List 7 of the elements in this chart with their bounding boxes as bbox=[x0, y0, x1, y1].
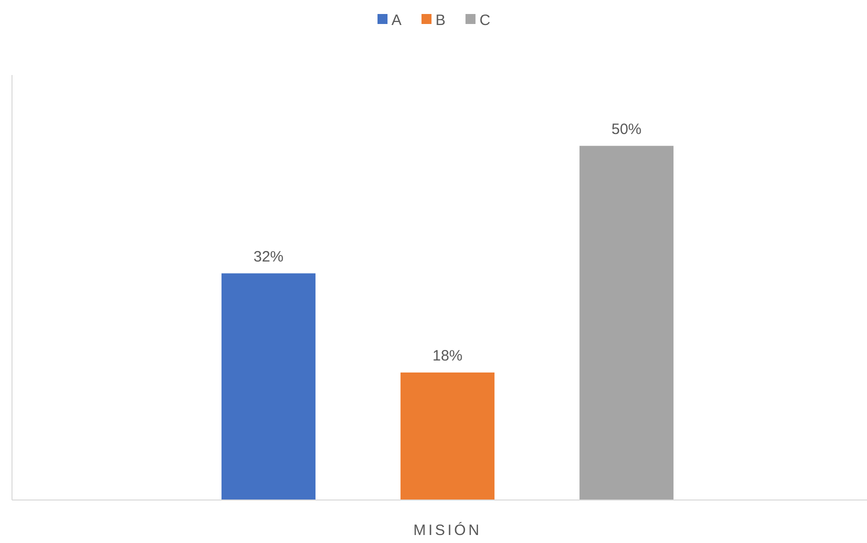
x-axis-title: MISIÓN bbox=[413, 521, 482, 539]
data-label: 32% bbox=[253, 248, 284, 266]
data-label: 50% bbox=[611, 120, 642, 138]
data-label: 18% bbox=[432, 348, 463, 364]
legend-label: B bbox=[436, 12, 446, 29]
legend-label: A bbox=[392, 12, 402, 29]
legend-label: C bbox=[480, 12, 490, 29]
